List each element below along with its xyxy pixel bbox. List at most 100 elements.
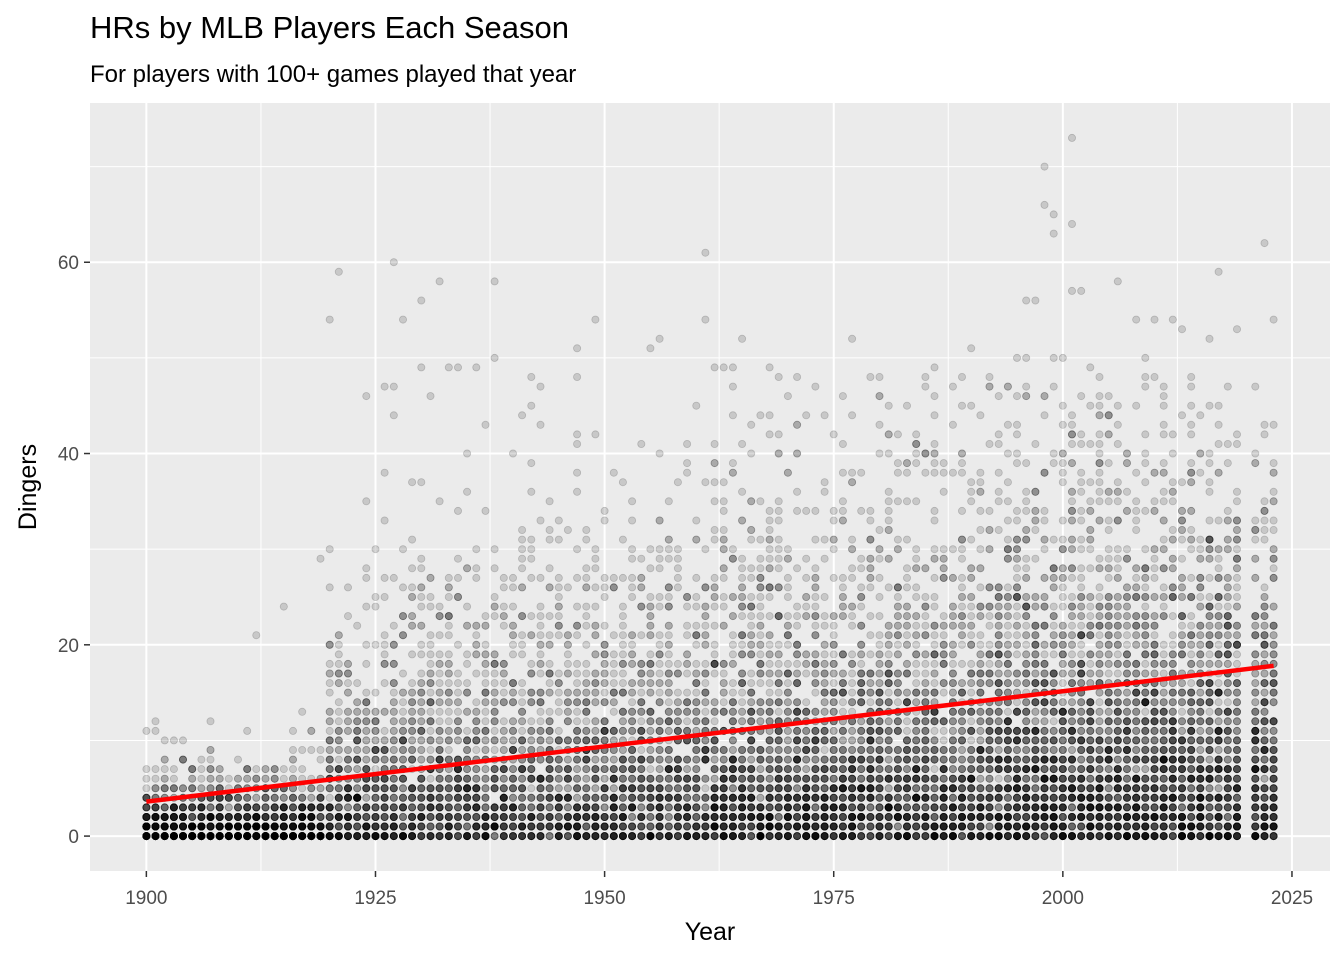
data-point xyxy=(536,382,545,391)
data-point xyxy=(435,746,444,755)
data-point xyxy=(508,736,517,745)
data-point xyxy=(142,832,151,841)
data-point xyxy=(664,593,673,602)
data-point xyxy=(408,679,417,688)
data-point xyxy=(453,698,462,707)
data-point xyxy=(453,822,462,831)
data-point xyxy=(151,765,160,774)
data-point xyxy=(206,717,215,726)
data-point xyxy=(142,832,151,841)
data-point xyxy=(426,717,435,726)
data-point xyxy=(408,793,417,802)
data-point xyxy=(472,832,481,841)
data-point xyxy=(554,726,563,735)
data-point xyxy=(518,698,527,707)
data-point xyxy=(673,478,682,487)
data-point xyxy=(408,803,417,812)
data-point xyxy=(646,822,655,831)
data-point xyxy=(334,631,343,640)
data-point xyxy=(435,774,444,783)
data-point xyxy=(426,650,435,659)
data-point xyxy=(435,659,444,668)
data-point xyxy=(435,669,444,678)
data-point xyxy=(463,688,472,697)
data-point xyxy=(325,707,334,716)
data-point xyxy=(618,669,627,678)
data-point xyxy=(151,813,160,822)
data-point xyxy=(518,746,527,755)
data-point xyxy=(151,813,160,822)
data-point xyxy=(499,688,508,697)
data-point xyxy=(499,669,508,678)
data-point xyxy=(151,822,160,831)
data-point xyxy=(389,621,398,630)
data-point xyxy=(224,813,233,822)
data-point xyxy=(151,832,160,841)
data-point xyxy=(600,698,609,707)
data-point xyxy=(573,793,582,802)
data-point xyxy=(444,822,453,831)
data-point xyxy=(591,583,600,592)
data-point xyxy=(435,717,444,726)
data-point xyxy=(160,774,169,783)
data-point xyxy=(307,793,316,802)
data-point xyxy=(563,650,572,659)
data-point xyxy=(499,822,508,831)
data-point xyxy=(142,822,151,831)
data-point xyxy=(600,621,609,630)
data-point xyxy=(573,631,582,640)
data-point xyxy=(389,803,398,812)
data-point xyxy=(188,813,197,822)
data-point xyxy=(508,717,517,726)
data-point xyxy=(536,650,545,659)
data-point xyxy=(490,746,499,755)
data-point xyxy=(380,832,389,841)
data-point xyxy=(664,822,673,831)
data-point xyxy=(573,372,582,381)
data-point xyxy=(536,698,545,707)
data-point xyxy=(371,746,380,755)
data-point xyxy=(600,583,609,592)
data-point xyxy=(472,726,481,735)
data-point xyxy=(554,631,563,640)
data-point xyxy=(563,717,572,726)
data-point xyxy=(362,755,371,764)
data-point xyxy=(178,784,187,793)
data-point xyxy=(142,832,151,841)
data-point xyxy=(508,631,517,640)
data-point xyxy=(151,822,160,831)
data-point xyxy=(664,832,673,841)
data-point xyxy=(142,832,151,841)
data-point xyxy=(279,813,288,822)
data-point xyxy=(142,832,151,841)
data-point xyxy=(224,832,233,841)
data-point xyxy=(453,669,462,678)
data-point xyxy=(563,707,572,716)
data-point xyxy=(600,679,609,688)
data-point xyxy=(142,774,151,783)
data-point xyxy=(362,736,371,745)
data-point xyxy=(664,621,673,630)
data-point xyxy=(655,593,664,602)
data-point xyxy=(151,803,160,812)
data-point xyxy=(582,526,591,535)
data-point xyxy=(527,372,536,381)
data-point xyxy=(453,726,462,735)
data-point xyxy=(591,813,600,822)
data-point xyxy=(646,813,655,822)
data-point xyxy=(453,554,462,563)
data-point xyxy=(453,593,462,602)
data-point xyxy=(472,621,481,630)
data-point xyxy=(628,784,637,793)
data-point xyxy=(637,439,646,448)
data-point xyxy=(389,813,398,822)
data-point xyxy=(582,822,591,831)
data-point xyxy=(151,813,160,822)
data-point xyxy=(233,813,242,822)
data-point xyxy=(655,659,664,668)
data-point xyxy=(655,631,664,640)
data-point xyxy=(637,679,646,688)
data-point xyxy=(463,765,472,774)
data-point xyxy=(188,784,197,793)
data-point xyxy=(527,554,536,563)
